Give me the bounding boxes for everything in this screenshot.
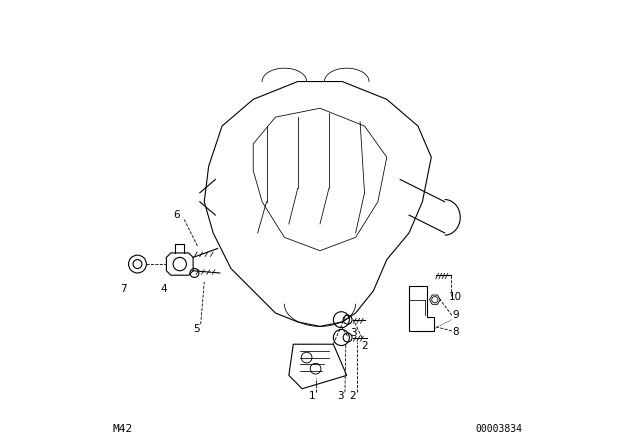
Text: 1: 1: [309, 391, 316, 401]
Text: 3: 3: [350, 328, 356, 338]
Text: 2: 2: [361, 341, 368, 351]
Text: 7: 7: [120, 284, 127, 293]
Text: 4: 4: [160, 284, 166, 293]
Text: 2: 2: [349, 391, 356, 401]
Text: 10: 10: [449, 293, 462, 302]
Text: M42: M42: [113, 424, 133, 434]
Text: 5: 5: [193, 323, 200, 334]
Text: 8: 8: [452, 327, 459, 337]
Text: 00003834: 00003834: [476, 424, 523, 434]
Text: 9: 9: [452, 310, 459, 320]
Text: 6: 6: [173, 210, 180, 220]
Text: 3: 3: [337, 391, 343, 401]
